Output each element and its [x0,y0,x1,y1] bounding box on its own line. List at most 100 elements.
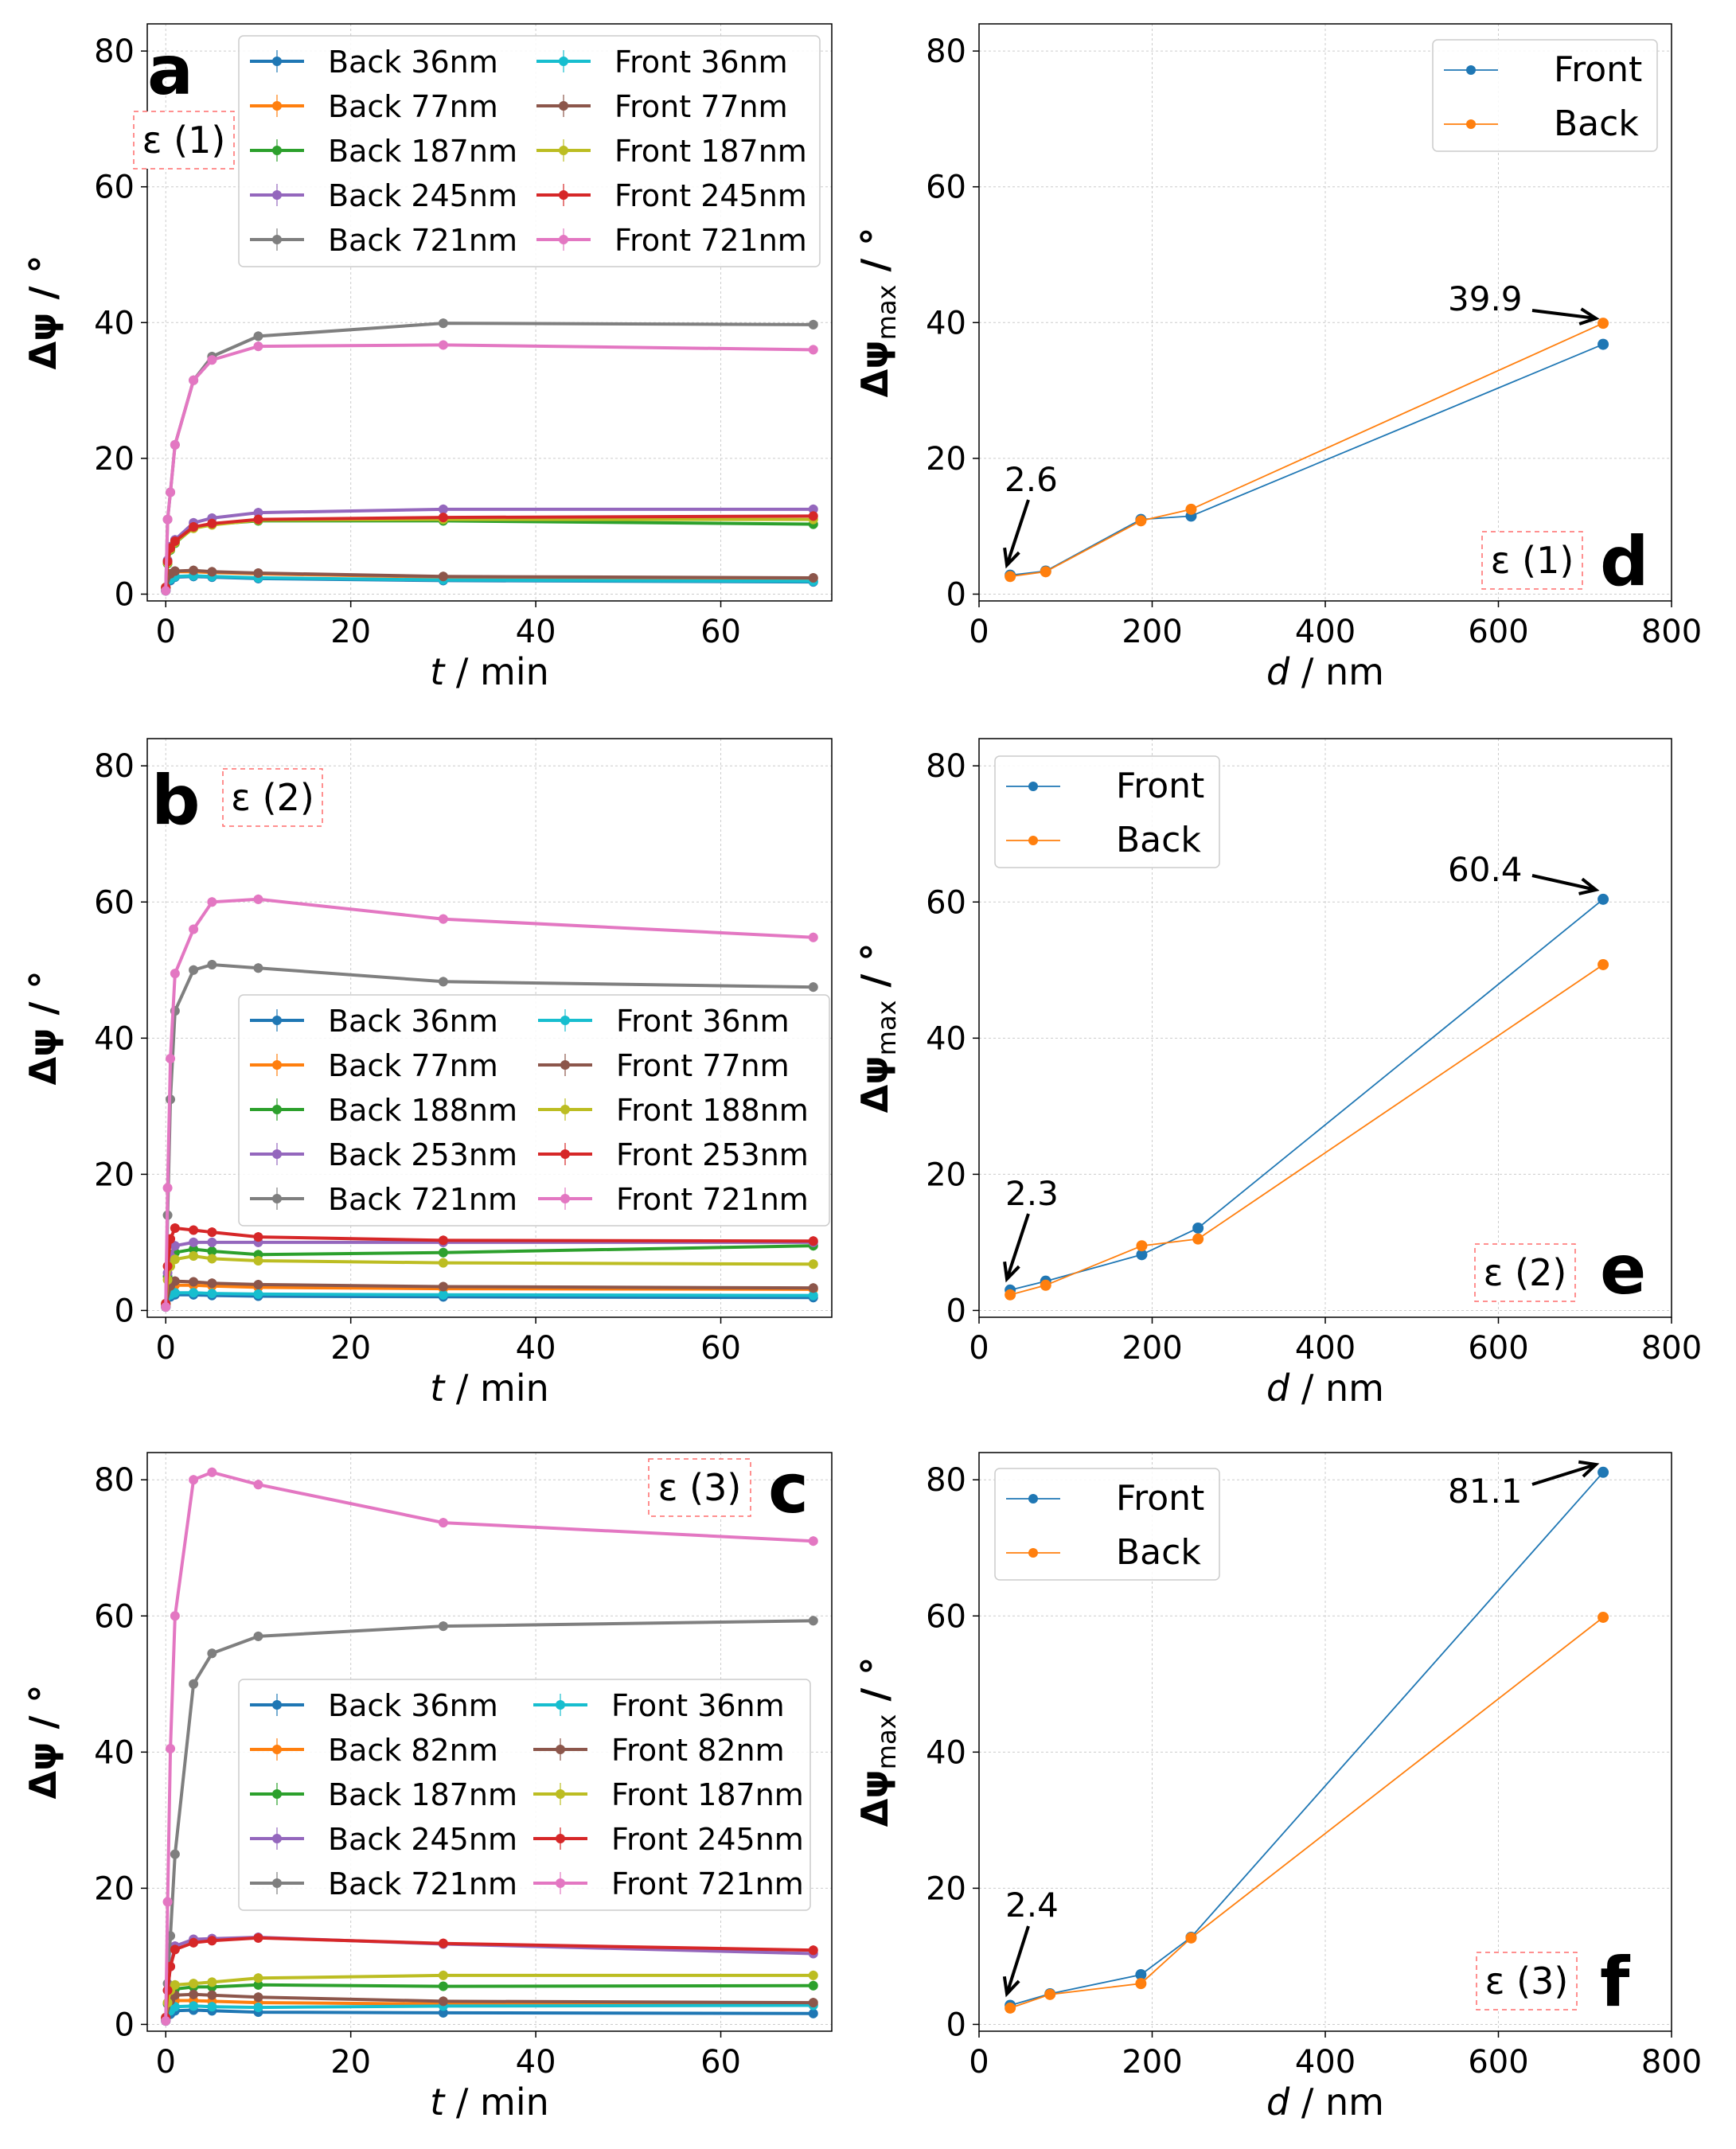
data-point [438,1970,448,1980]
y-tick-label: 20 [94,1156,135,1193]
series-line [1009,1617,1604,2009]
data-point [1185,503,1197,515]
y-axis-unit: / ° [853,943,896,1000]
annotation-label: 39.9 [1448,279,1523,318]
legend-frame [238,1679,811,1911]
legend-marker [1028,1548,1038,1558]
legend-marker [1466,65,1476,75]
data-point [189,375,199,385]
legend-label: Back 721nm [328,1182,517,1217]
data-point [808,345,818,355]
legend-label: Front 245nm [614,178,807,213]
y-axis-label: Δψmax / ° [853,228,902,398]
data-point [1005,2002,1016,2014]
tag-box [133,111,235,170]
y-tick-label: 20 [926,441,966,478]
data-point [170,1241,180,1251]
legend-label: Front 721nm [616,1182,809,1217]
tag-label: ε (1) [1491,539,1574,582]
y-axis-label: Δψ / ° [21,1685,64,1800]
tag-label: ε (3) [658,1466,742,1509]
y-tick-label: 0 [946,1293,966,1329]
y-tick-label: 40 [926,1734,966,1771]
data-point [808,932,818,942]
annotation: 2.3 [1003,1174,1059,1283]
data-point [207,1278,217,1289]
data-point [189,965,199,975]
legend-item: Front 36nm [538,1004,790,1039]
data-point [207,897,217,907]
data-point [438,2007,448,2018]
data-point [438,914,448,924]
data-point [166,487,176,497]
series-group [161,894,818,1312]
data-point [1040,566,1051,578]
legend: Back 36nm Back 77nm Back 188nm Back 253nm Ba… [238,994,830,1227]
y-tick-label: 60 [926,1598,966,1635]
panel-letter: d [1600,522,1649,602]
x-axis-label: d / nm [1266,650,1384,693]
annotation: 60.4 [1448,850,1600,895]
tag-label: ε (2) [231,776,314,819]
data-point [207,518,217,528]
legend: Back 36nm Back 77nm Back 187nm Back 245nm Ba… [238,35,821,267]
legend-item: Back [1006,820,1201,860]
data-point [253,1992,263,2003]
data-point [162,1183,173,1193]
legend-label: Front 187nm [614,134,807,169]
x-axis-label: t / min [430,1367,549,1410]
y-tick-label: 80 [94,33,135,70]
data-point [161,1302,171,1312]
legend-item: Back [1444,103,1639,144]
y-tick-label: 0 [115,1293,135,1329]
data-point [808,1945,818,1956]
data-point [170,536,180,546]
legend-label: Back 36nm [328,1004,498,1039]
data-point [808,1998,818,2008]
data-point [189,1277,199,1287]
series-back-721nm [161,318,818,596]
data-point [162,1897,173,1907]
data-point [808,2008,818,2018]
data-point [170,1254,180,1265]
y-tick-label: 0 [946,2007,966,2043]
data-point [189,1937,199,1948]
data-point [253,508,263,518]
data-point [207,1467,217,1477]
tag-box [648,1458,751,1517]
x-axis-var: d [1266,2081,1290,2124]
legend-label: Front 721nm [614,223,807,258]
data-point [189,1251,199,1262]
data-point [438,571,448,582]
data-point [1135,1978,1147,1990]
annotation-label: 2.3 [1005,1174,1059,1213]
legend-item: Back 188nm [250,1093,517,1128]
data-point [1192,1222,1204,1234]
data-point [189,1244,199,1254]
x-axis-unit: / min [444,2081,549,2124]
legend-item: Back 187nm [250,134,517,169]
legend-item: Front 721nm [536,223,807,258]
y-tick-label: 60 [926,170,966,206]
series-line [1009,899,1604,1291]
data-point [207,1990,217,2000]
data-point [170,1276,180,1286]
legend-item: Back 77nm [250,89,498,124]
series-front [1005,893,1609,1296]
legend-item: Back 77nm [250,1048,498,1083]
series-line [164,322,813,591]
data-point [808,1536,818,1546]
data-point [1598,1466,1609,1478]
data-point [253,963,263,973]
legend-label: Front 77nm [616,1048,790,1083]
x-tick-label: 200 [1122,2044,1182,2081]
legend-marker [1028,1494,1038,1504]
data-point [253,1979,263,1990]
annotation: 81.1 [1448,1460,1600,1511]
data-point [189,565,199,575]
x-axis-var: t [430,650,446,693]
data-point [189,1679,199,1689]
legend-label: Front 253nm [616,1137,809,1172]
